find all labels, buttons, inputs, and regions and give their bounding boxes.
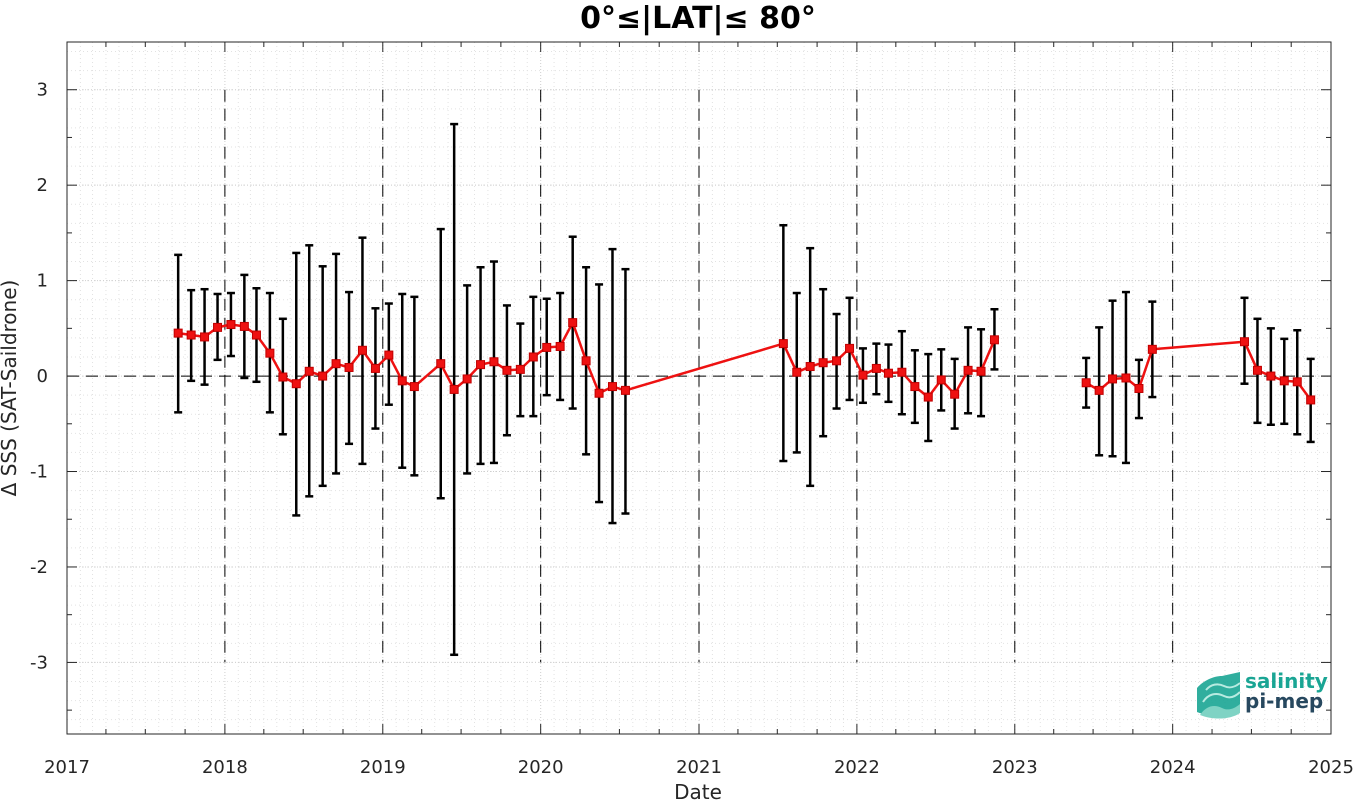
data-point-marker — [936, 375, 946, 385]
data-point-marker — [989, 335, 999, 345]
x-tick-label: 2018 — [202, 757, 248, 778]
data-point-marker — [778, 339, 788, 349]
data-point-marker — [318, 371, 328, 381]
data-point-marker — [1266, 371, 1276, 381]
data-point-marker — [976, 366, 986, 376]
data-point-marker — [476, 360, 486, 370]
data-point-marker — [251, 330, 261, 340]
y-tick-label: -3 — [30, 652, 48, 673]
x-tick-label: 2019 — [360, 757, 406, 778]
data-point-marker — [278, 372, 288, 382]
y-tick-label: 0 — [37, 366, 48, 387]
data-point-marker — [845, 343, 855, 353]
data-point-marker — [265, 348, 275, 358]
y-tick-label: -1 — [30, 462, 48, 483]
x-tick-label: 2023 — [992, 757, 1038, 778]
data-point-marker — [1094, 385, 1104, 395]
data-point-marker — [871, 363, 881, 373]
data-point-marker — [436, 359, 446, 369]
data-point-marker — [409, 382, 419, 392]
data-point-marker — [1108, 374, 1118, 384]
error-bars — [174, 122, 1315, 657]
x-tick-label: 2017 — [44, 757, 90, 778]
y-tick-label: 2 — [37, 175, 48, 196]
data-point-marker — [897, 367, 907, 377]
x-tick-label: 2022 — [834, 757, 880, 778]
data-point-marker — [858, 370, 868, 380]
data-point-marker — [594, 388, 604, 398]
data-point-marker — [384, 350, 394, 360]
data-point-marker — [883, 368, 893, 378]
salinity-pi-mep-logo: salinity pi-mep — [1197, 669, 1328, 719]
x-tick-label: 2021 — [676, 757, 722, 778]
data-point-marker — [568, 318, 578, 328]
chart-title: 0°≤|LAT|≤ 80° — [580, 1, 816, 36]
y-tick-label: -2 — [30, 557, 48, 578]
data-point-marker — [462, 374, 472, 384]
data-point-marker — [291, 379, 301, 389]
data-point-marker — [357, 345, 367, 355]
data-point-marker — [1306, 395, 1316, 405]
y-tick-label: 3 — [37, 80, 48, 101]
logo-text-pi-mep: pi-mep — [1245, 689, 1323, 713]
data-point-marker — [910, 382, 920, 392]
data-point-marker — [515, 364, 525, 374]
data-point-marker — [1292, 377, 1302, 387]
x-tick-label: 2024 — [1150, 757, 1196, 778]
data-point-marker — [239, 321, 249, 331]
data-point-marker — [923, 392, 933, 402]
data-point-marker — [805, 362, 815, 372]
data-point-marker — [1134, 383, 1144, 393]
data-point-marker — [226, 320, 236, 330]
data-point-marker — [1081, 378, 1091, 388]
tick-labels: 2017 2018 2019 2020 2021 2022 2023 2024 2025 -3 -2… — [30, 80, 1354, 778]
x-tick-label: 2025 — [1308, 757, 1354, 778]
data-point-marker — [173, 328, 183, 338]
data-point-marker — [489, 357, 499, 367]
data-point-marker — [213, 322, 223, 332]
wave-logo-icon — [1197, 672, 1241, 719]
data-point-marker — [832, 356, 842, 366]
data-point-marker — [370, 363, 380, 373]
reference-lines — [67, 89, 1331, 663]
data-point-marker — [502, 365, 512, 375]
data-point-marker — [1121, 373, 1131, 383]
data-point-marker — [528, 352, 538, 362]
y-axis-label: Δ SSS (SAT-Saildrone) — [0, 280, 21, 497]
x-axis-label: Date — [674, 780, 722, 801]
data-point-marker — [963, 365, 973, 375]
data-point-marker — [620, 385, 630, 395]
data-point-marker — [1252, 365, 1262, 375]
tick-marks — [66, 41, 1332, 734]
data-point-marker — [200, 332, 210, 342]
data-point-marker — [331, 359, 341, 369]
data-point-marker — [1147, 344, 1157, 354]
data-point-marker — [186, 330, 196, 340]
data-point-marker — [581, 356, 591, 366]
data-point-marker — [1279, 376, 1289, 386]
data-point-marker — [397, 376, 407, 386]
y-tick-label: 1 — [37, 271, 48, 292]
data-point-marker — [950, 389, 960, 399]
data-point-marker — [818, 358, 828, 368]
data-point-marker — [542, 342, 552, 352]
x-tick-label: 2020 — [518, 757, 564, 778]
data-point-marker — [1239, 337, 1249, 347]
data-point-marker — [792, 367, 802, 377]
data-point-marker — [607, 382, 617, 392]
data-point-marker — [555, 341, 565, 351]
logo-text-salinity: salinity — [1245, 669, 1328, 693]
data-point-marker — [344, 362, 354, 372]
data-point-marker — [304, 366, 314, 376]
data-point-marker — [449, 384, 459, 394]
series-markers — [173, 318, 1316, 405]
